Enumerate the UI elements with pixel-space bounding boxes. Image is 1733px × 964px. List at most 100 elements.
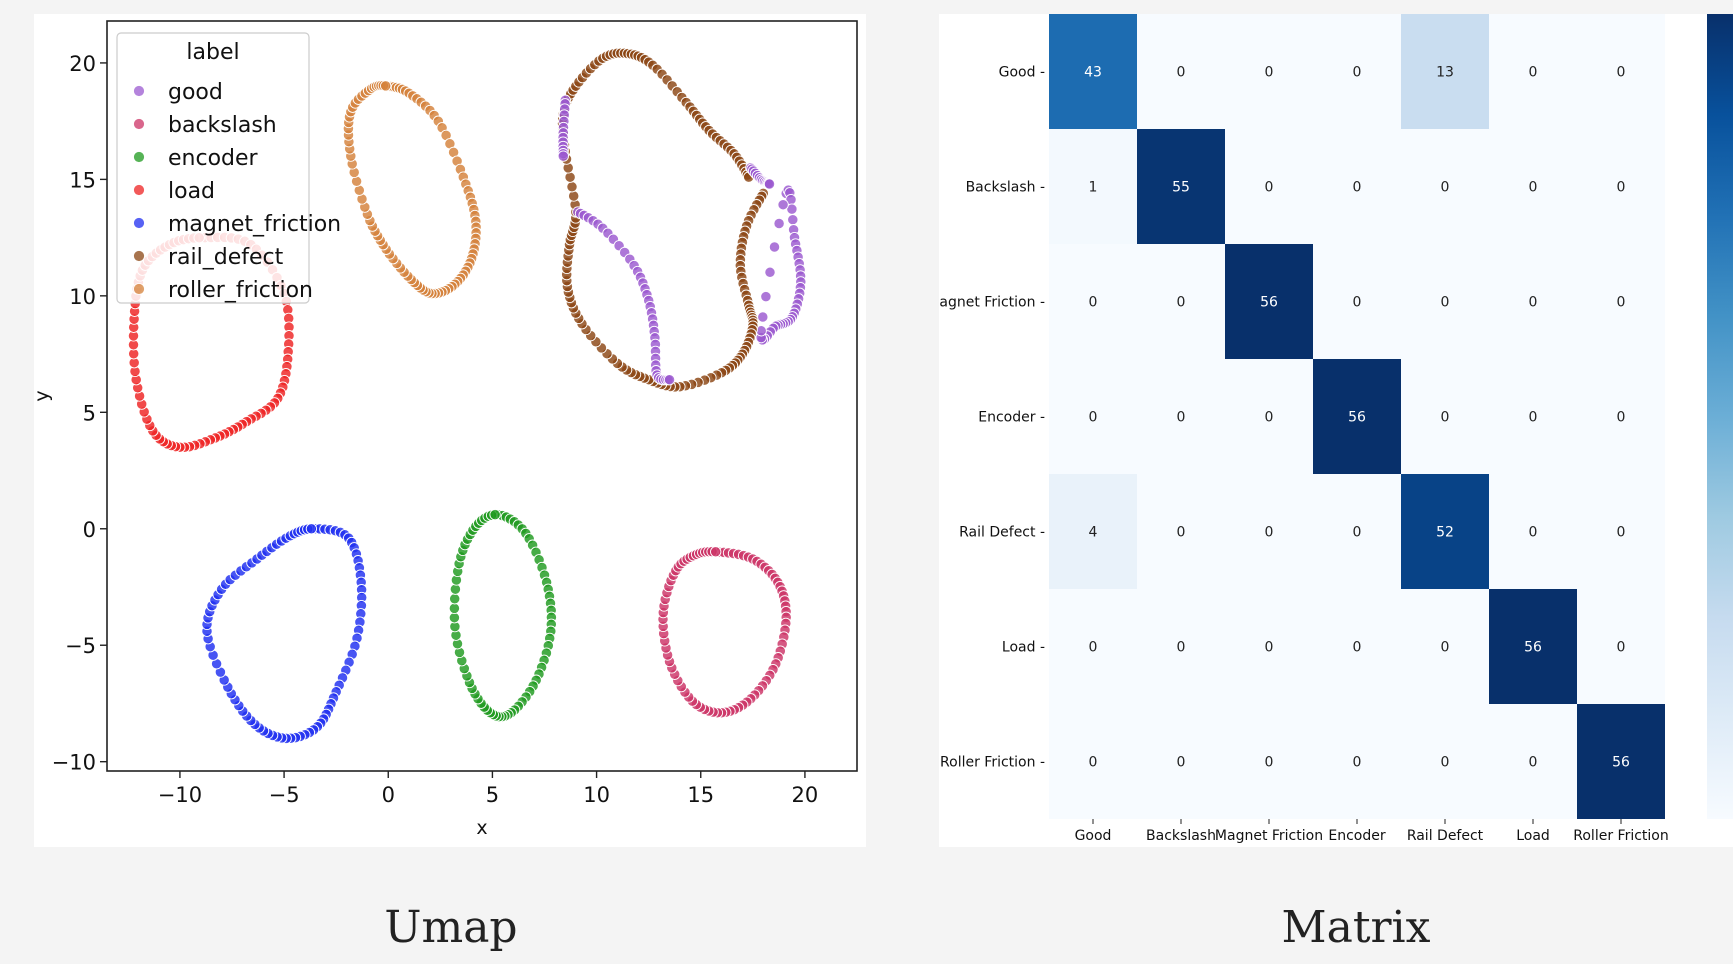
- y-axis-label: y: [34, 390, 53, 401]
- heatmap-cell: [1137, 589, 1225, 704]
- heatmap-cell: [1489, 244, 1577, 359]
- column-label: Magnet Friction: [1215, 828, 1323, 844]
- heatmap-cell: [1049, 474, 1137, 589]
- series-backslash: [657, 545, 792, 719]
- heatmap-cell: [1225, 474, 1313, 589]
- umap-panel: −10 −5 0 5 10 15 20 −10 −5 0 5 10 15 20 x y label good ba…: [34, 14, 866, 847]
- legend-marker: [133, 151, 145, 163]
- matrix-caption: Matrix: [1281, 902, 1431, 953]
- legend-entry: rail_defect: [168, 245, 284, 270]
- heatmap-cell: [1577, 474, 1665, 589]
- x-tick-label: 15: [687, 783, 714, 807]
- column-label: Good: [1075, 828, 1112, 844]
- heatmap-cell: [1049, 589, 1137, 704]
- legend-marker: [133, 250, 145, 262]
- cell-value-label: 0: [1089, 410, 1098, 426]
- cell-value-label: 0: [1617, 525, 1626, 541]
- cell-value-label: 0: [1089, 295, 1098, 311]
- row-label: Roller Friction -: [940, 755, 1045, 771]
- cell-value-label: 0: [1441, 295, 1450, 311]
- heatmap-cell: [1401, 244, 1489, 359]
- column-label: Load: [1516, 828, 1550, 844]
- heatmap-cell: [1577, 14, 1665, 129]
- scatter-point: [380, 80, 392, 92]
- row-label: Good -: [999, 65, 1045, 81]
- cell-value-label: 0: [1265, 640, 1274, 656]
- cell-value-label: 0: [1177, 525, 1186, 541]
- scatter-point: [568, 190, 580, 202]
- cell-value-label: 0: [1353, 180, 1362, 196]
- legend-entry: backslash: [168, 113, 277, 138]
- cell-value-label: 4: [1089, 525, 1098, 541]
- legend-box: [116, 32, 310, 304]
- row-label: Encoder -: [978, 410, 1045, 426]
- cell-value-label: 56: [1612, 755, 1630, 771]
- cell-value-label: 0: [1265, 410, 1274, 426]
- scatter-point: [763, 178, 776, 190]
- x-tick-label: 0: [382, 783, 395, 807]
- scatter-point: [305, 523, 318, 535]
- cell-value-label: 0: [1529, 295, 1538, 311]
- legend-entry: load: [168, 179, 215, 204]
- heatmap-cell: [1225, 14, 1313, 129]
- cell-value-label: 0: [1089, 755, 1098, 771]
- heatmap-cell: [1577, 359, 1665, 474]
- cell-value-label: 0: [1177, 65, 1186, 81]
- cell-value-label: 0: [1617, 640, 1626, 656]
- heatmap-cell: [1225, 704, 1313, 819]
- x-tick-label: 10: [583, 783, 610, 807]
- cell-value-label: 56: [1348, 410, 1366, 426]
- cell-value-label: 0: [1529, 755, 1538, 771]
- cell-value-label: 0: [1177, 410, 1186, 426]
- scatter-point: [760, 290, 772, 303]
- heatmap-cell: [1401, 704, 1489, 819]
- heatmap-cell: [1489, 14, 1577, 129]
- cell-value-label: 0: [1617, 295, 1626, 311]
- series-roller-friction: [342, 79, 482, 300]
- cell-value-label: 13: [1436, 65, 1454, 81]
- heatmap-cell: [1401, 589, 1489, 704]
- heatmap-cell: [1225, 244, 1313, 359]
- cell-value-label: 0: [1265, 180, 1274, 196]
- column-label: Rail Defect: [1407, 828, 1484, 844]
- cell-value-label: 0: [1529, 410, 1538, 426]
- x-tick-label: 20: [792, 783, 819, 807]
- cell-value-label: 0: [1617, 65, 1626, 81]
- scatter-point: [663, 374, 676, 386]
- cell-value-label: 0: [1177, 295, 1186, 311]
- series-overlay: [572, 206, 676, 386]
- heatmap-cell: [1489, 129, 1577, 244]
- cell-value-label: 0: [1441, 180, 1450, 196]
- heatmap-cell: [1137, 704, 1225, 819]
- x-axis-label: x: [476, 817, 487, 839]
- cell-value-label: 0: [1265, 65, 1274, 81]
- cell-value-label: 0: [1177, 640, 1186, 656]
- cell-value-label: 0: [1353, 65, 1362, 81]
- legend-marker: [133, 118, 145, 130]
- legend-marker: [133, 283, 145, 295]
- cell-value-label: 0: [1441, 755, 1450, 771]
- y-tick-label: 15: [69, 168, 96, 192]
- legend-marker: [133, 184, 145, 196]
- heatmap-cell: [1401, 129, 1489, 244]
- cell-value-label: 0: [1529, 65, 1538, 81]
- scatter-point: [449, 593, 461, 605]
- scatter-point: [787, 214, 799, 226]
- cell-value-label: 56: [1260, 295, 1278, 311]
- confusion-matrix-heatmap: 43 0 0 0 13 0 0 1 55 0 0 0 0 0 0 0 56 0 0 0 0 0 0 0 56 0 0 0 4 0 0 0 52 0…: [939, 14, 1733, 844]
- heatmap-cell: [1489, 589, 1577, 704]
- y-tick-label: −10: [52, 751, 96, 775]
- scatter-point: [768, 241, 781, 253]
- cell-value-label: 0: [1617, 180, 1626, 196]
- cell-value-label: 0: [1529, 180, 1538, 196]
- heatmap-cell: [1489, 359, 1577, 474]
- heatmap-cell: [1137, 129, 1225, 244]
- cell-value-label: 1: [1089, 180, 1098, 196]
- cell-value-label: 0: [1529, 525, 1538, 541]
- cell-value-label: 0: [1353, 525, 1362, 541]
- plot-frame: [106, 20, 858, 772]
- column-label: Roller Friction: [1573, 828, 1668, 844]
- heatmap-cell: [1049, 129, 1137, 244]
- heatmap-cell: [1049, 14, 1137, 129]
- heatmap-cell: [1313, 589, 1401, 704]
